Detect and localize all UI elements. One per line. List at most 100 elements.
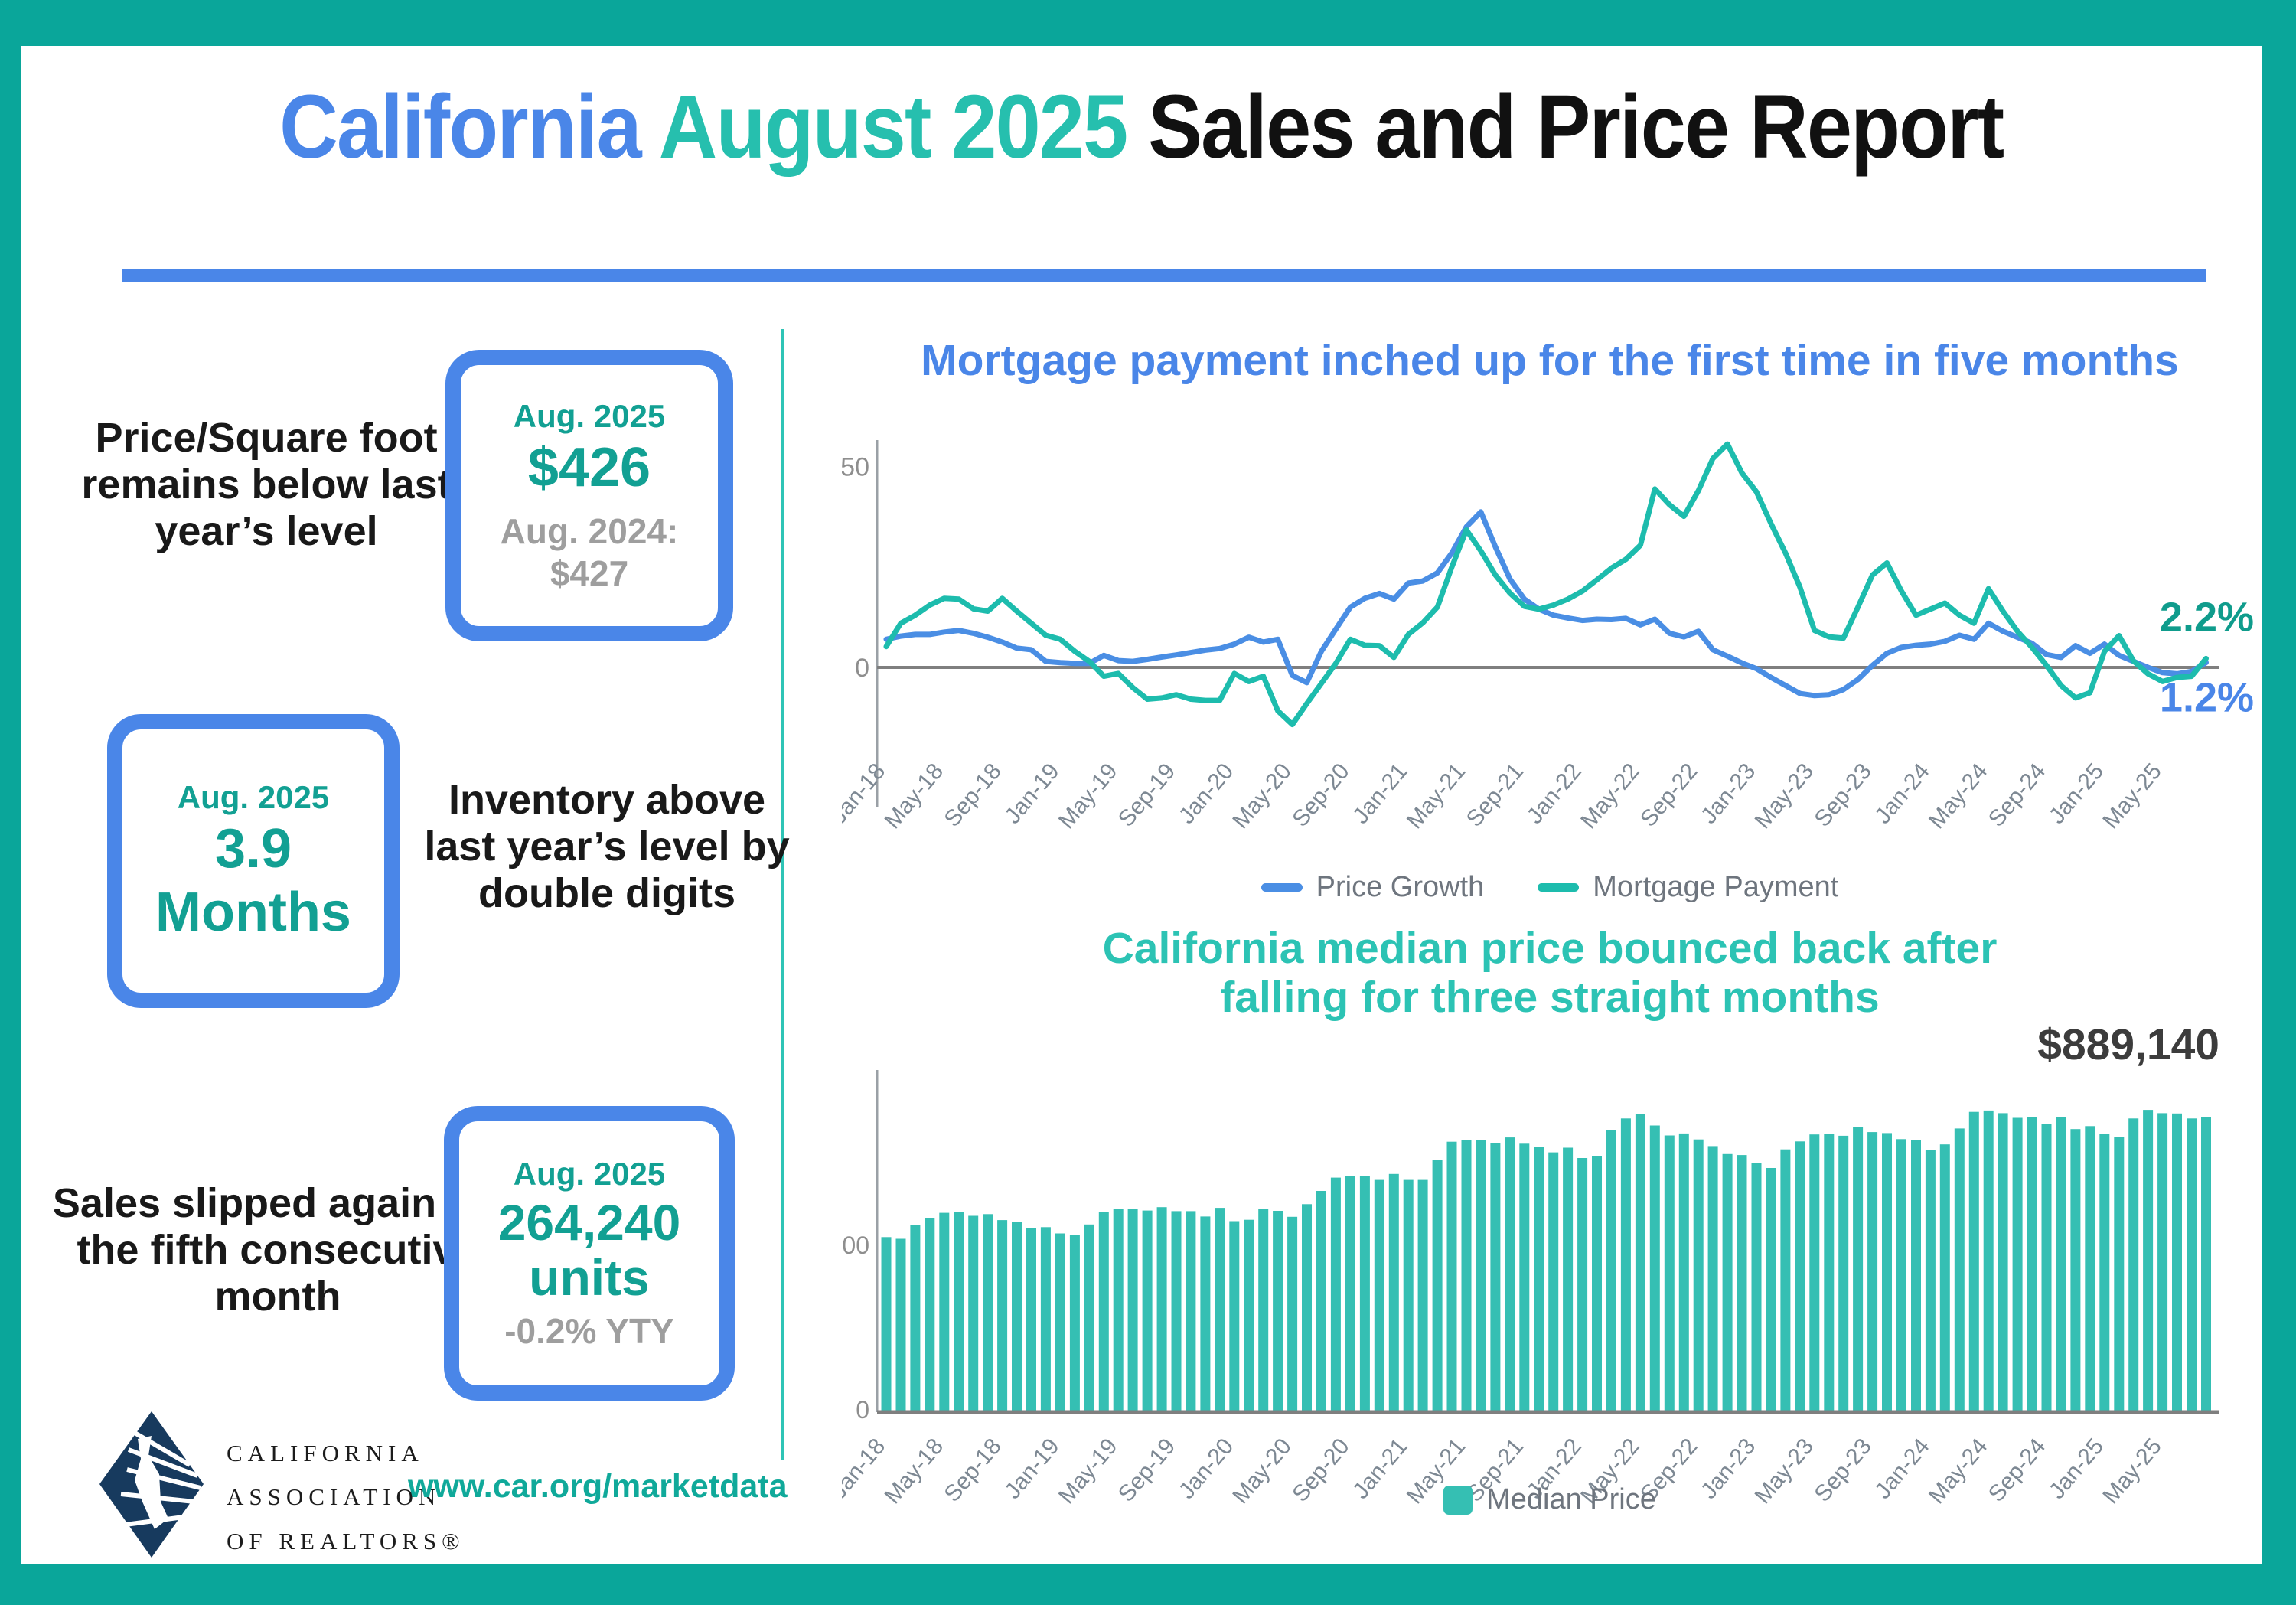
x-tick-label: May-18 [880,758,949,833]
car-logo-line1: CALIFORNIA [227,1440,424,1466]
median-price-bar [1606,1130,1616,1412]
median-price-bar [1939,1144,1950,1412]
stat-sales-period: Aug. 2025 [513,1156,666,1192]
legend-item-price-growth: Price Growth [1261,871,1485,904]
median-price-bar [1446,1141,1457,1412]
bar-chart-legend: Median Price [842,1483,2258,1516]
stat-sales-label: Sales slipped again for the fifth consec… [52,1180,504,1320]
stat-sales-compare-value: -0.2% YTY [504,1310,674,1351]
median-price-bar [1302,1204,1312,1412]
median-price-bar [881,1237,892,1412]
median-price-bar [1461,1140,1472,1412]
median-price-bar [1069,1235,1080,1412]
median-price-bar [1635,1114,1645,1412]
price-growth-legend-label: Price Growth [1316,871,1485,903]
median-price-bar-chart: 0500000Jan-18May-18Sep-18Jan-19May-19Sep… [842,1070,2219,1509]
end-value-label: 2.2% [2160,594,2254,640]
median-price-bar [1925,1150,1936,1412]
stat-sales-value: 264,240 [497,1193,681,1251]
median-price-bar [1766,1168,1776,1412]
median-price-bar [1026,1228,1036,1412]
median-price-bar [1012,1222,1022,1412]
median-price-bar [2128,1118,2139,1412]
car-logo-icon [99,1411,204,1558]
median-price-bar [1490,1143,1501,1412]
vertical-divider [781,329,784,1460]
x-tick-label: Sep-22 [1636,758,1702,831]
x-tick-label: May-22 [1576,758,1645,833]
median-price-bar [1345,1176,1355,1412]
y-tick-label: 500000 [842,1231,869,1259]
median-price-bar [1229,1221,1240,1412]
median-price-bar [2085,1126,2095,1412]
line-chart-title: Mortgage payment inched up for the first… [921,336,2179,385]
x-tick-label: May-21 [1402,758,1471,833]
median-price-legend-swatch [1443,1485,1473,1515]
median-price-bar [1563,1147,1574,1412]
title-month: August 2025 [658,77,1129,178]
car-logo-line2: ASSOCIATION [227,1483,442,1511]
median-price-bar [1186,1211,1196,1412]
median-price-bar [910,1225,921,1412]
median-price-bar [1055,1233,1065,1412]
median-price-bar [1273,1211,1283,1412]
median-price-bar [2201,1117,2211,1412]
stat-price-sqft-value: $426 [527,437,651,499]
latest-median-price-annotation: $889,140 [2037,1020,2219,1069]
median-price-bar [1388,1173,1399,1412]
median-price-bar [2027,1117,2037,1412]
median-price-bar [1954,1128,1965,1412]
legend-item-mortgage-payment: Mortgage Payment [1538,871,1838,904]
stat-price-sqft-period: Aug. 2025 [513,397,666,434]
median-price-bar [1751,1163,1762,1412]
page-title: California August 2025 Sales and Price R… [21,75,2262,179]
x-tick-label: Sep-23 [1809,758,1876,831]
x-tick-label: Sep-24 [1984,758,2050,831]
median-price-bar [1983,1110,1994,1412]
stat-sales-box: Aug. 2025 264,240 units -0.2% YTY [444,1106,735,1401]
median-price-bar [2187,1118,2197,1412]
median-price-bar [1316,1191,1326,1412]
median-price-bar [1417,1179,1428,1412]
median-price-bar [1534,1147,1544,1412]
median-price-bar [983,1214,993,1412]
car-logo-line3: OF REALTORS® [227,1527,465,1554]
median-price-bar [925,1218,935,1412]
x-tick-label: May-25 [2098,758,2167,833]
median-price-bar [2143,1110,2154,1412]
car-logo-text: CALIFORNIA ASSOCIATION OF REALTORS® [227,1431,465,1563]
median-price-bar [1142,1210,1153,1412]
median-price-bar [1359,1176,1370,1412]
report-sheet: California August 2025 Sales and Price R… [21,46,2262,1564]
median-price-bar [1432,1160,1443,1412]
median-price-bar [1722,1153,1733,1412]
median-price-bar [1867,1132,1878,1412]
median-price-bar [1505,1137,1515,1412]
median-price-bar [1998,1113,2008,1412]
median-price-bar [2157,1113,2168,1412]
stat-inventory-box: Aug. 2025 3.9 Months [107,714,400,1008]
median-price-bar [2056,1117,2066,1412]
median-price-bar [1664,1135,1675,1412]
median-price-bar [1853,1127,1864,1412]
median-price-bar [1824,1134,1835,1412]
y-tick-label: 0 [855,654,869,683]
x-tick-label: Sep-19 [1114,758,1180,831]
title-underline [122,269,2206,282]
median-price-legend-label: Median Price [1486,1483,1656,1515]
x-tick-label: Sep-20 [1287,758,1354,831]
median-price-bar [1548,1152,1559,1412]
price-growth-legend-swatch [1261,883,1303,892]
stat-sales-value-units: units [529,1249,650,1307]
legend-item-median-price: Median Price [1443,1483,1656,1516]
median-price-bar [1838,1135,1849,1412]
marketdata-url[interactable]: www.car.org/marketdata [408,1468,788,1505]
median-price-bar [1244,1219,1254,1412]
stat-price-sqft-label: Price/Square foot remains below last yea… [81,415,452,555]
median-price-bar [1592,1156,1602,1412]
median-price-bar [1200,1216,1211,1412]
median-price-bar [968,1215,979,1412]
x-tick-label: Sep-18 [939,758,1006,831]
median-price-bar [1330,1177,1341,1412]
